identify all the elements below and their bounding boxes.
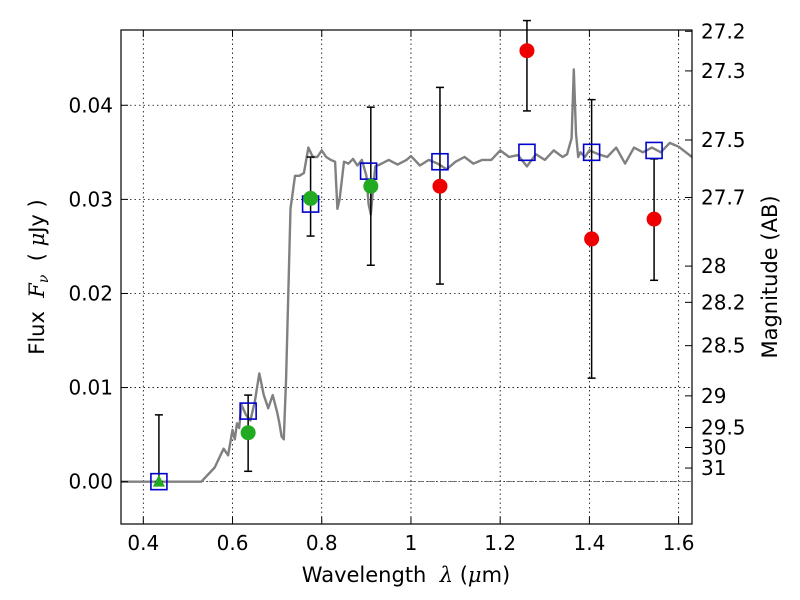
x-axis-title: Wavelength λ (μm) [302, 563, 510, 587]
x-axis-title-paren: ( [453, 563, 468, 587]
y-tick-label: 0.01 [68, 376, 113, 400]
x-tick-label: 1.2 [484, 531, 516, 555]
y-tick-label: 0.00 [68, 470, 113, 494]
low-sn-point [646, 211, 662, 227]
model-spectrum [121, 68, 693, 483]
model-point-square [431, 152, 449, 171]
detection-point [240, 425, 256, 441]
magnitude-tick-label: 28 [701, 254, 726, 278]
x-tick-label: 1.6 [663, 531, 695, 555]
model-point-square [518, 143, 536, 162]
low-sn-point [519, 43, 535, 59]
model-point-square [582, 143, 601, 162]
detection-point [363, 178, 379, 194]
magnitude-tick-label: 31 [701, 456, 726, 480]
y-axis-title-unit: Jy ) [25, 199, 49, 235]
x-tick-label: 0.4 [127, 531, 159, 555]
y-axis-title: Flux Fν ( μJy ) [25, 199, 52, 354]
grid [121, 30, 692, 524]
x-axis-title-symbol: λ [439, 563, 453, 587]
y-axis-title-mu: μ [25, 233, 49, 247]
magnitude-tick-label: 29 [701, 384, 726, 408]
model-spectrum-line [121, 68, 693, 483]
x-tick-label: 1 [405, 531, 418, 555]
detection-point [303, 190, 319, 206]
x-tick-label: 0.6 [217, 531, 249, 555]
magnitude-tick-label: 27.5 [701, 128, 746, 152]
x-axis-title-prefix: Wavelength [302, 563, 440, 587]
error-bars [154, 19, 659, 483]
y-axis-title-symbol: F [25, 282, 49, 299]
model-point-square [239, 402, 257, 420]
magnitude-tick-label: 27.3 [701, 59, 746, 83]
x-tick-label: 1.4 [573, 531, 605, 555]
x-axis-title-unit: m) [482, 563, 511, 587]
magnitude-tick-label: 28.2 [701, 290, 746, 314]
magnitude-tick-label: 27.2 [701, 19, 746, 43]
y-axis-title-subscript: ν [36, 274, 52, 283]
x-axis-title-mu: μ [468, 563, 482, 587]
magnitude-tick-label: 29.5 [701, 416, 746, 440]
data-points [150, 43, 663, 491]
magnitude-tick-label: 27.7 [701, 185, 746, 209]
magnitude-tick-label: 28.5 [701, 334, 746, 358]
y2-axis-title: Magnitude (AB) [758, 195, 782, 358]
axis-ticks: 0.4 0.6 0.8 1 1.2 1.4 1.6 0.00 0.01 0.02 0.03 0.04 2… [68, 19, 745, 555]
low-sn-point [584, 231, 600, 247]
y-axis-title-paren: ( [25, 246, 49, 274]
y-axis-title-prefix: Flux [25, 298, 49, 355]
magnitude-tick-label: 30 [701, 435, 726, 459]
x-tick-label: 0.8 [306, 531, 338, 555]
y-tick-label: 0.02 [68, 281, 113, 305]
model-point-square [645, 141, 663, 160]
y-tick-label: 0.04 [68, 93, 113, 117]
low-sn-point [432, 178, 448, 194]
plot-frame [120, 29, 693, 525]
upper-limit-point [152, 474, 165, 487]
y-tick-label: 0.03 [68, 187, 113, 211]
model-point-square [150, 472, 168, 491]
